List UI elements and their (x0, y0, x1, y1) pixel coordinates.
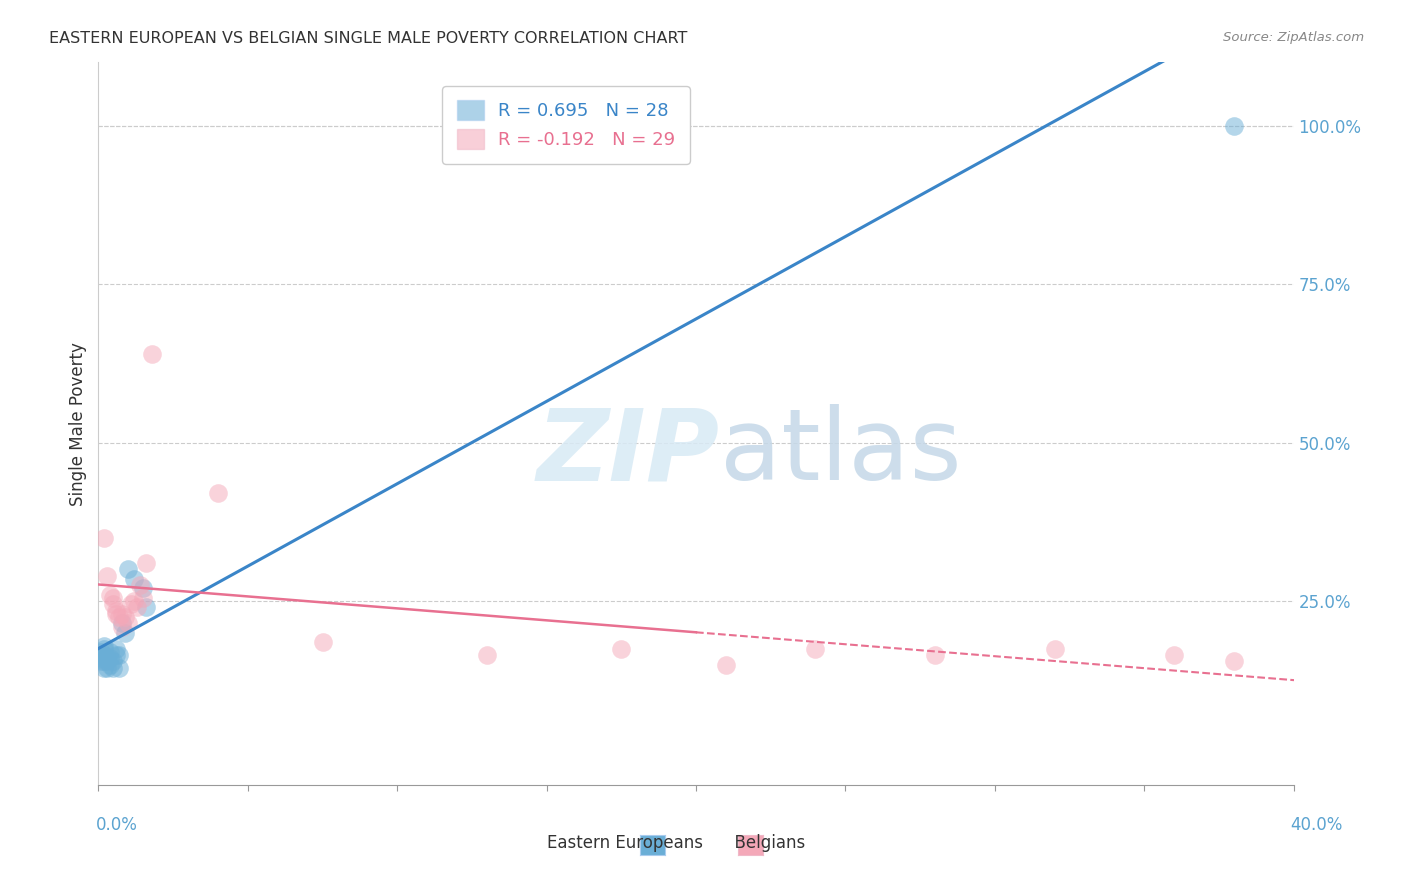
Text: atlas: atlas (720, 404, 962, 501)
Point (135, 600, 157, 615)
Point (111, 616, 134, 631)
Point (1043, 641, 1066, 656)
Point (93, 639, 115, 653)
Point (714, 657, 737, 672)
Point (105, 604, 128, 618)
Point (117, 616, 139, 631)
Text: 0.0%: 0.0% (96, 816, 138, 834)
Point (108, 661, 131, 675)
Point (135, 556, 157, 570)
Legend: R = 0.695   N = 28, R = -0.192   N = 29: R = 0.695 N = 28, R = -0.192 N = 29 (441, 86, 689, 163)
Point (105, 648, 128, 662)
Point (98, 657, 122, 672)
Point (804, 641, 827, 656)
Point (207, 486, 229, 500)
Point (111, 607, 134, 621)
Point (108, 610, 131, 624)
Point (120, 598, 142, 612)
Point (127, 600, 149, 615)
Point (93, 641, 115, 656)
Point (311, 635, 333, 649)
Point (103, 591, 125, 605)
Point (105, 641, 128, 656)
Point (96, 654, 118, 668)
Point (141, 347, 163, 361)
Point (132, 591, 155, 605)
Point (108, 648, 131, 662)
Point (475, 648, 498, 662)
Point (93, 661, 115, 675)
Point (924, 648, 946, 662)
Point (98, 651, 122, 665)
Point (1223, 654, 1246, 668)
Point (124, 572, 146, 586)
Y-axis label: Single Male Poverty: Single Male Poverty (69, 342, 87, 506)
Point (132, 582, 155, 596)
Text: Belgians: Belgians (703, 834, 806, 852)
Point (1223, 119, 1246, 133)
Point (93, 531, 115, 545)
Point (105, 607, 128, 621)
Point (93, 654, 115, 668)
Point (98, 645, 122, 659)
Text: Source: ZipAtlas.com: Source: ZipAtlas.com (1223, 31, 1364, 45)
Text: Eastern Europeans: Eastern Europeans (547, 834, 703, 852)
Point (96, 651, 118, 665)
Point (610, 641, 633, 656)
Point (98, 588, 122, 602)
Point (90, 648, 112, 662)
Point (117, 562, 139, 576)
Point (90, 654, 112, 668)
Point (96, 661, 118, 675)
Point (550, 137, 572, 152)
Point (114, 625, 136, 640)
Text: 40.0%: 40.0% (1291, 816, 1343, 834)
Point (96, 569, 118, 583)
Text: EASTERN EUROPEAN VS BELGIAN SINGLE MALE POVERTY CORRELATION CHART: EASTERN EUROPEAN VS BELGIAN SINGLE MALE … (49, 31, 688, 46)
Point (103, 661, 125, 675)
Point (129, 578, 152, 592)
Point (124, 594, 146, 608)
Point (90, 645, 112, 659)
Point (90, 651, 112, 665)
Point (111, 619, 134, 633)
Text: ZIP: ZIP (537, 404, 720, 501)
Point (103, 598, 125, 612)
Point (103, 654, 125, 668)
Point (114, 610, 136, 624)
Point (1163, 648, 1185, 662)
Point (93, 648, 115, 662)
